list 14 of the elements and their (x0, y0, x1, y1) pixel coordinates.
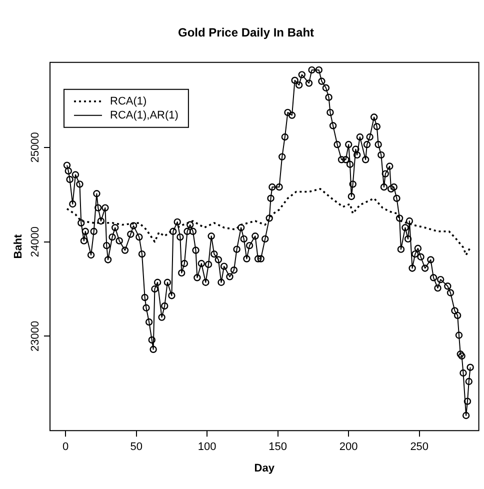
x-tick-label: 150 (268, 441, 288, 454)
y-tick-label: 24000 (30, 226, 42, 258)
y-tick-label: 25000 (30, 132, 42, 163)
y-axis-title: Baht (12, 234, 25, 259)
x-tick-label: 0 (62, 441, 69, 454)
y-tick-label: 23000 (30, 320, 42, 352)
x-tick-label: 50 (130, 441, 142, 454)
legend-label: RCA(1),AR(1) (110, 109, 178, 122)
legend-label: RCA(1) (110, 95, 147, 108)
chart-title: Gold Price Daily In Baht (178, 26, 314, 40)
x-tick-label: 100 (198, 441, 216, 454)
x-tick-label: 250 (410, 441, 429, 454)
x-axis-title: Day (254, 462, 276, 474)
x-tick-label: 200 (339, 441, 358, 454)
